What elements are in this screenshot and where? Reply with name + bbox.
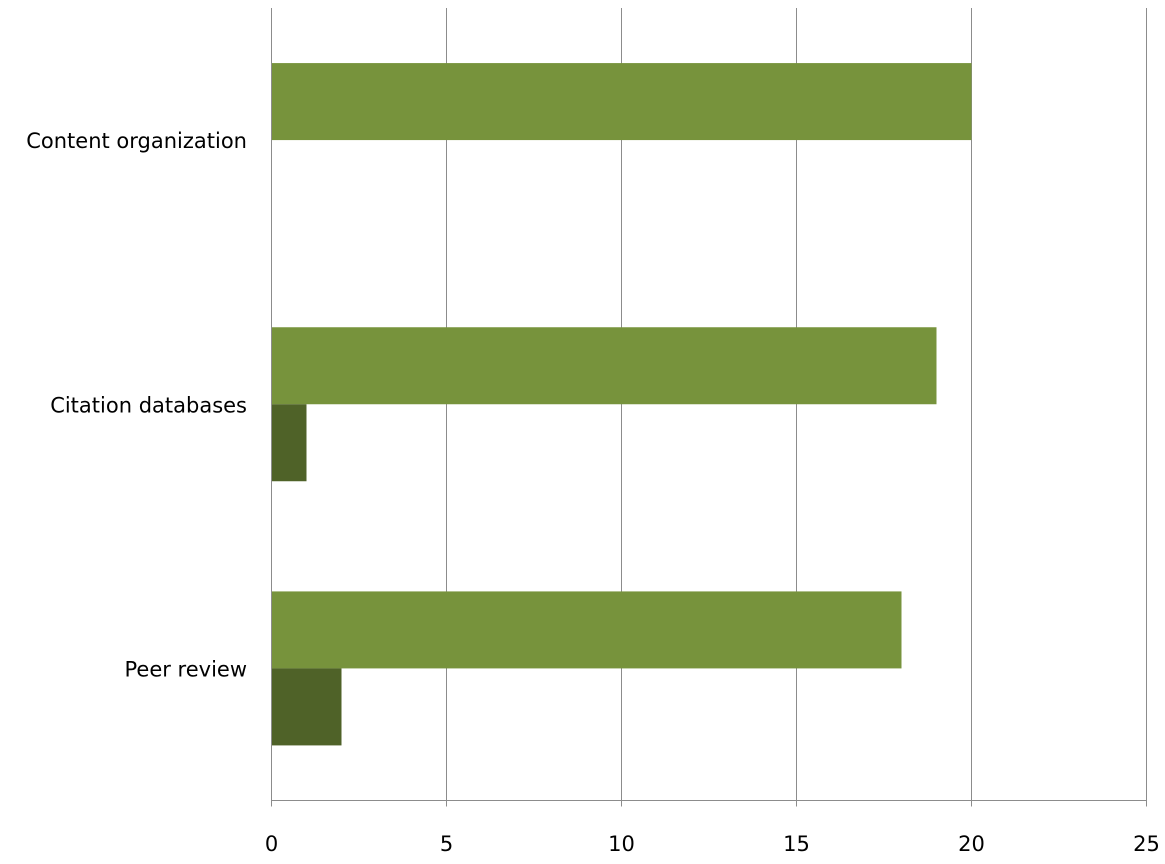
bar-1-series-1 xyxy=(271,404,307,482)
category-label: Citation databases xyxy=(50,393,247,417)
x-tick-label: 0 xyxy=(265,832,278,856)
bars xyxy=(271,63,972,746)
x-tick-label: 10 xyxy=(608,832,635,856)
bar-0-series-0 xyxy=(271,63,972,141)
bar-2-series-1 xyxy=(271,668,342,746)
bar-2-series-0 xyxy=(271,591,902,669)
x-tick-label: 20 xyxy=(958,832,985,856)
x-tick-label: 25 xyxy=(1133,832,1160,856)
axes xyxy=(271,8,1147,807)
bar-1-series-0 xyxy=(271,327,937,405)
x-tick-label: 15 xyxy=(783,832,810,856)
category-label: Content organization xyxy=(26,129,247,153)
x-tick-label: 5 xyxy=(440,832,453,856)
labels: 0 5 10 15 20 25 Content organization Citation d… xyxy=(26,129,1160,856)
category-label: Peer review xyxy=(124,657,247,681)
